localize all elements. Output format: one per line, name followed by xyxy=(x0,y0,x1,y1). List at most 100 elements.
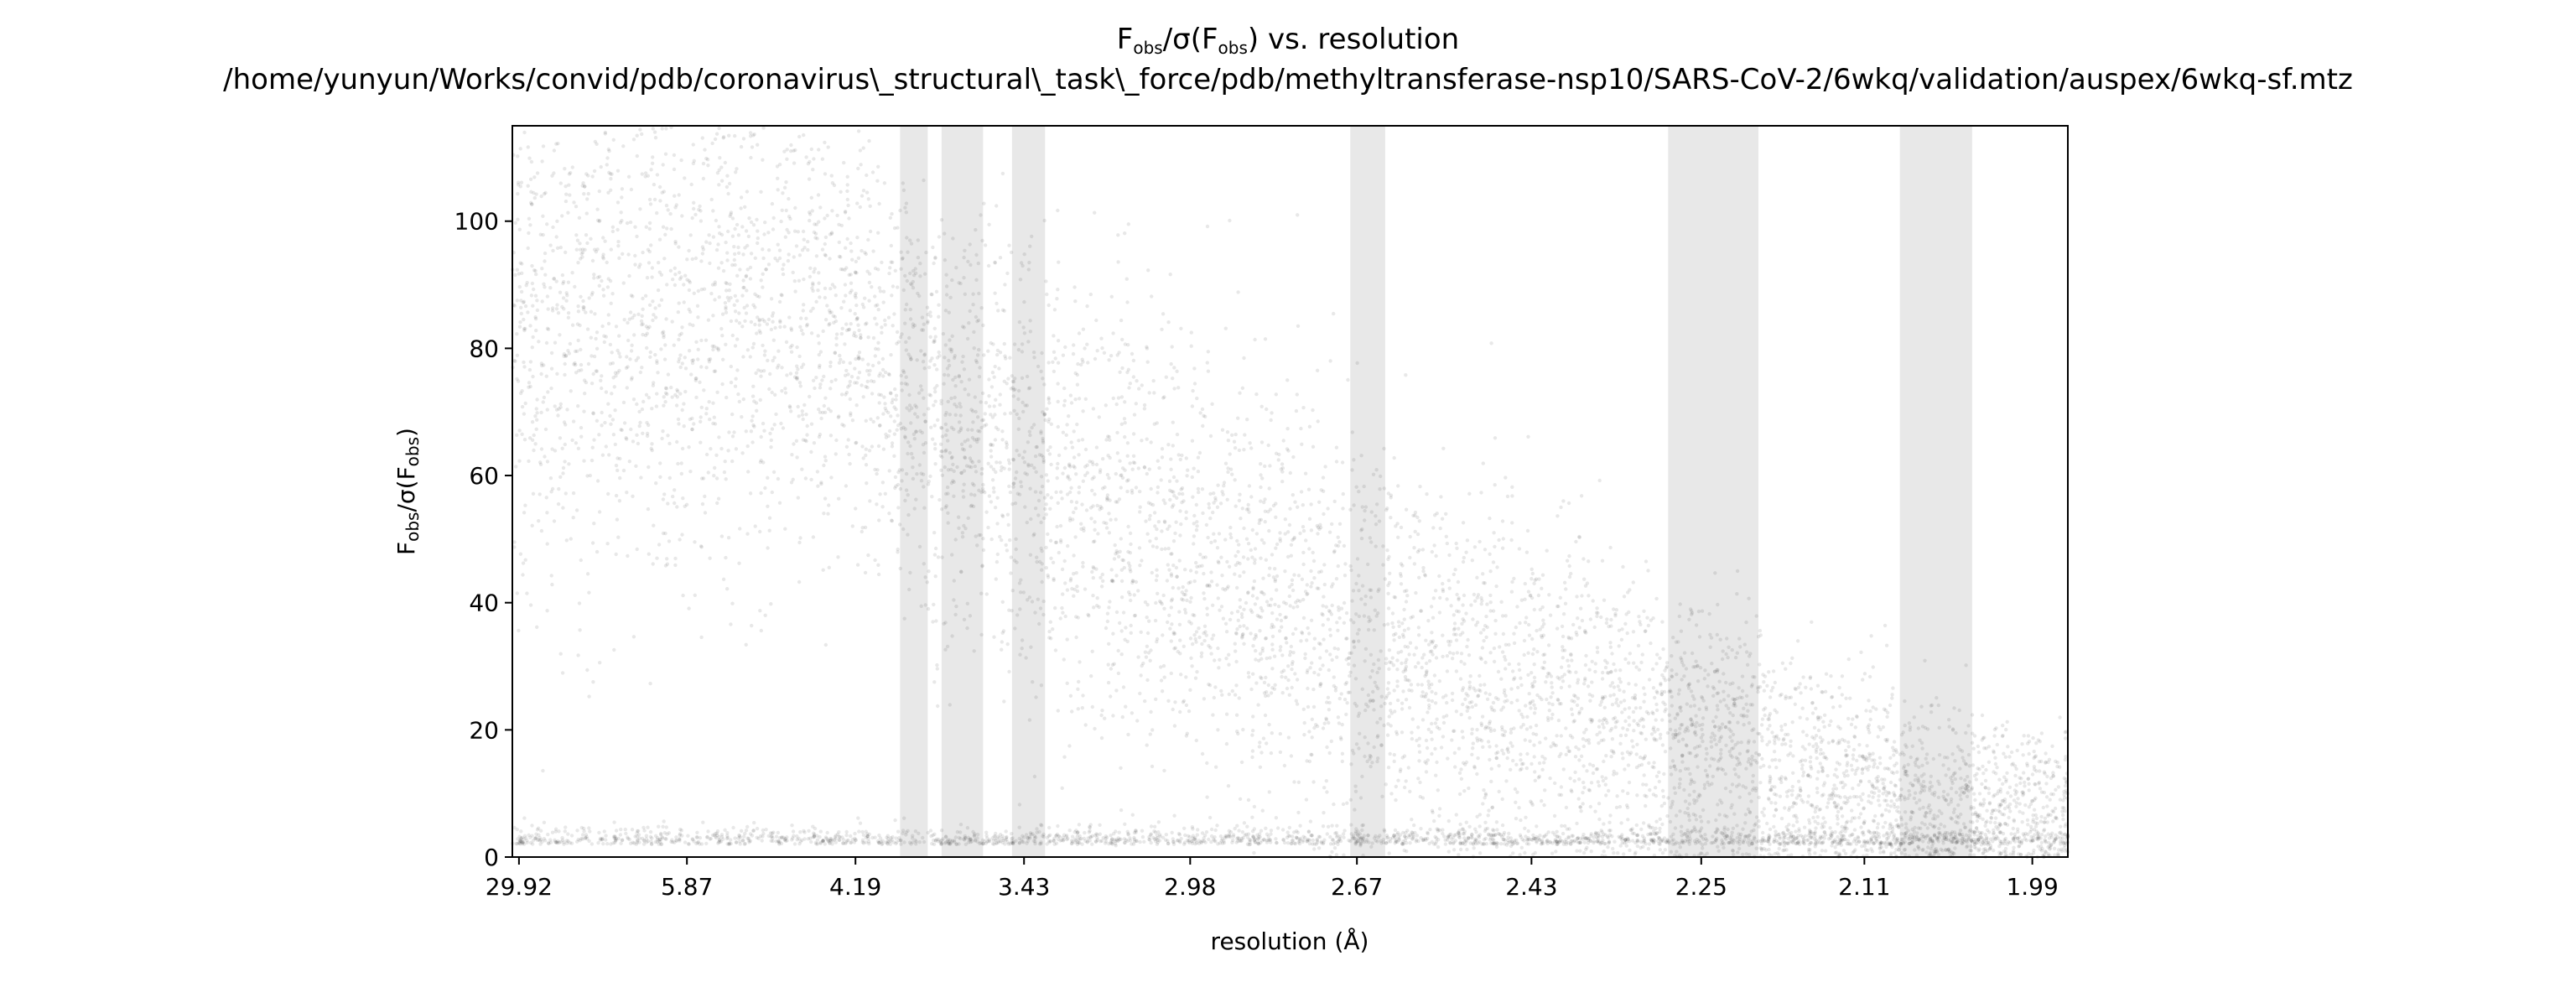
data-point xyxy=(1119,473,1124,477)
data-point xyxy=(1028,553,1033,557)
data-point xyxy=(891,324,895,328)
data-point xyxy=(975,543,979,548)
data-point xyxy=(1124,626,1128,630)
data-point xyxy=(1849,819,1853,824)
data-point xyxy=(2022,771,2026,775)
data-point xyxy=(2012,845,2016,850)
data-point xyxy=(1861,830,1866,834)
data-point xyxy=(812,270,816,274)
data-point xyxy=(1801,770,1806,775)
data-point xyxy=(1359,536,1364,541)
data-point xyxy=(1518,621,1522,626)
data-point xyxy=(1749,763,1753,767)
data-point xyxy=(1395,679,1400,683)
data-point xyxy=(1145,631,1150,636)
data-point xyxy=(2032,756,2036,761)
data-point xyxy=(711,209,715,213)
data-point xyxy=(1868,717,1872,722)
data-point xyxy=(1136,589,1140,593)
data-point xyxy=(1305,838,1310,842)
data-point xyxy=(880,481,886,485)
data-point xyxy=(2039,790,2044,794)
data-point xyxy=(1178,709,1182,714)
data-point xyxy=(1268,656,1272,660)
data-point xyxy=(2044,795,2049,799)
data-point xyxy=(1735,835,1739,840)
data-point xyxy=(1109,694,1113,699)
data-point xyxy=(1867,764,1872,769)
data-point xyxy=(1567,564,1571,569)
data-point xyxy=(525,591,529,595)
data-point xyxy=(732,245,736,249)
data-point xyxy=(1770,785,1774,789)
data-point xyxy=(1579,754,1584,758)
data-point xyxy=(748,355,752,359)
data-point xyxy=(1500,650,1505,654)
data-point xyxy=(1447,651,1452,655)
data-point xyxy=(1483,691,1488,695)
data-point xyxy=(2012,836,2017,840)
data-point xyxy=(563,372,567,377)
data-point xyxy=(1486,740,1491,744)
data-point xyxy=(539,528,544,533)
data-point xyxy=(969,504,974,508)
data-point xyxy=(913,412,917,416)
data-point xyxy=(1046,361,1051,365)
data-point xyxy=(695,304,700,308)
data-point xyxy=(962,255,966,260)
data-point xyxy=(1381,544,1385,548)
data-point xyxy=(1699,851,1703,855)
data-point xyxy=(849,281,854,285)
data-point xyxy=(1794,836,1799,841)
data-point xyxy=(903,498,907,503)
data-point xyxy=(737,321,742,325)
data-point xyxy=(619,827,623,832)
data-point xyxy=(1406,626,1410,631)
data-point xyxy=(1500,519,1505,523)
data-point xyxy=(1299,490,1304,494)
data-point xyxy=(1750,780,1755,784)
data-point xyxy=(1077,491,1081,495)
data-point xyxy=(1565,559,1570,563)
data-point xyxy=(535,171,540,175)
data-point xyxy=(1530,595,1535,600)
data-point xyxy=(1281,439,1285,443)
data-point xyxy=(574,247,579,252)
data-point xyxy=(608,413,612,418)
data-point xyxy=(630,828,635,832)
data-point xyxy=(1266,694,1270,698)
data-point xyxy=(590,258,595,263)
data-point xyxy=(1877,842,1882,846)
data-point xyxy=(1077,823,1082,827)
data-point xyxy=(1301,525,1306,529)
data-point xyxy=(1283,569,1287,574)
data-point xyxy=(811,306,815,310)
data-point xyxy=(618,456,622,461)
data-point xyxy=(1488,569,1493,574)
data-point xyxy=(1549,745,1553,749)
data-point xyxy=(735,273,740,278)
data-point xyxy=(1202,571,1206,576)
data-point xyxy=(1577,534,1581,539)
data-point xyxy=(1393,709,1397,714)
data-point xyxy=(2047,836,2052,840)
data-point xyxy=(848,290,853,295)
data-point xyxy=(1055,297,1059,301)
data-point xyxy=(1566,746,1570,750)
data-point xyxy=(1334,853,1339,857)
data-point xyxy=(968,309,972,314)
data-point xyxy=(1062,403,1067,408)
data-point xyxy=(1143,650,1148,654)
data-point xyxy=(853,312,857,316)
data-point xyxy=(1964,730,1968,735)
data-point xyxy=(748,277,753,281)
data-point xyxy=(714,218,719,223)
data-point xyxy=(543,259,547,263)
data-point xyxy=(1295,392,1300,397)
data-point xyxy=(1180,453,1184,458)
data-point xyxy=(1413,529,1417,534)
data-point xyxy=(1453,839,1458,843)
data-point xyxy=(2034,816,2039,820)
data-point xyxy=(558,475,563,479)
data-point xyxy=(1192,633,1197,637)
